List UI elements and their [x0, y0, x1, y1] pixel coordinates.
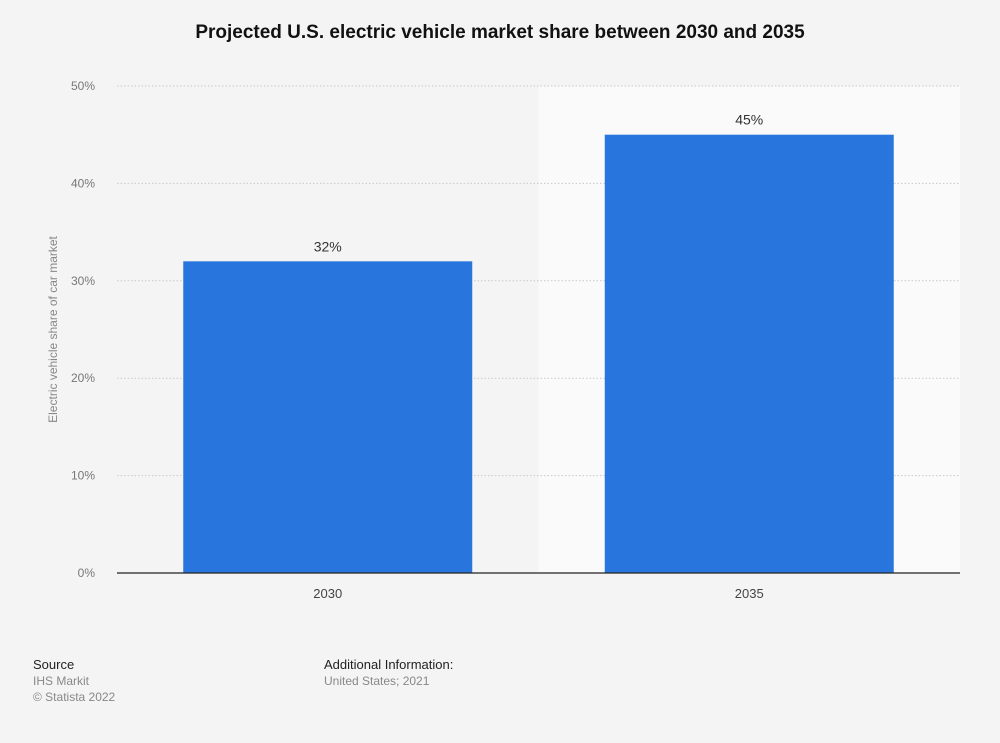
- x-tick-label: 2030: [313, 586, 342, 601]
- x-tick-label: 2035: [735, 586, 764, 601]
- bar-2035: [604, 134, 894, 573]
- y-tick-label: 0%: [78, 566, 96, 580]
- bar-chart: 0% 10% 20% 30% 40% 50% Electric vehicle share …: [46, 79, 960, 601]
- chart-title: Projected U.S. electric vehicle market s…: [195, 22, 805, 43]
- y-tick-label: 40%: [71, 176, 95, 190]
- source-text[interactable]: IHS Markit: [33, 674, 90, 688]
- copyright-text: © Statista 2022: [33, 690, 116, 704]
- additional-info-heading: Additional Information:: [324, 657, 454, 672]
- bar-2030: [183, 261, 473, 573]
- y-axis-label: Electric vehicle share of car market: [46, 235, 60, 422]
- y-tick-label: 20%: [71, 371, 95, 385]
- y-tick-label: 50%: [71, 79, 95, 93]
- y-tick-label: 10%: [71, 469, 95, 483]
- source-heading: Source: [33, 657, 75, 672]
- y-tick-label: 30%: [71, 274, 95, 288]
- additional-info-text: United States; 2021: [324, 674, 430, 688]
- additional-info-block: Additional Information: United States; 2…: [324, 657, 453, 689]
- source-block: Source IHS Markit © Statista 2022: [33, 657, 115, 705]
- data-label: 32%: [314, 238, 342, 254]
- data-label: 45%: [735, 112, 763, 128]
